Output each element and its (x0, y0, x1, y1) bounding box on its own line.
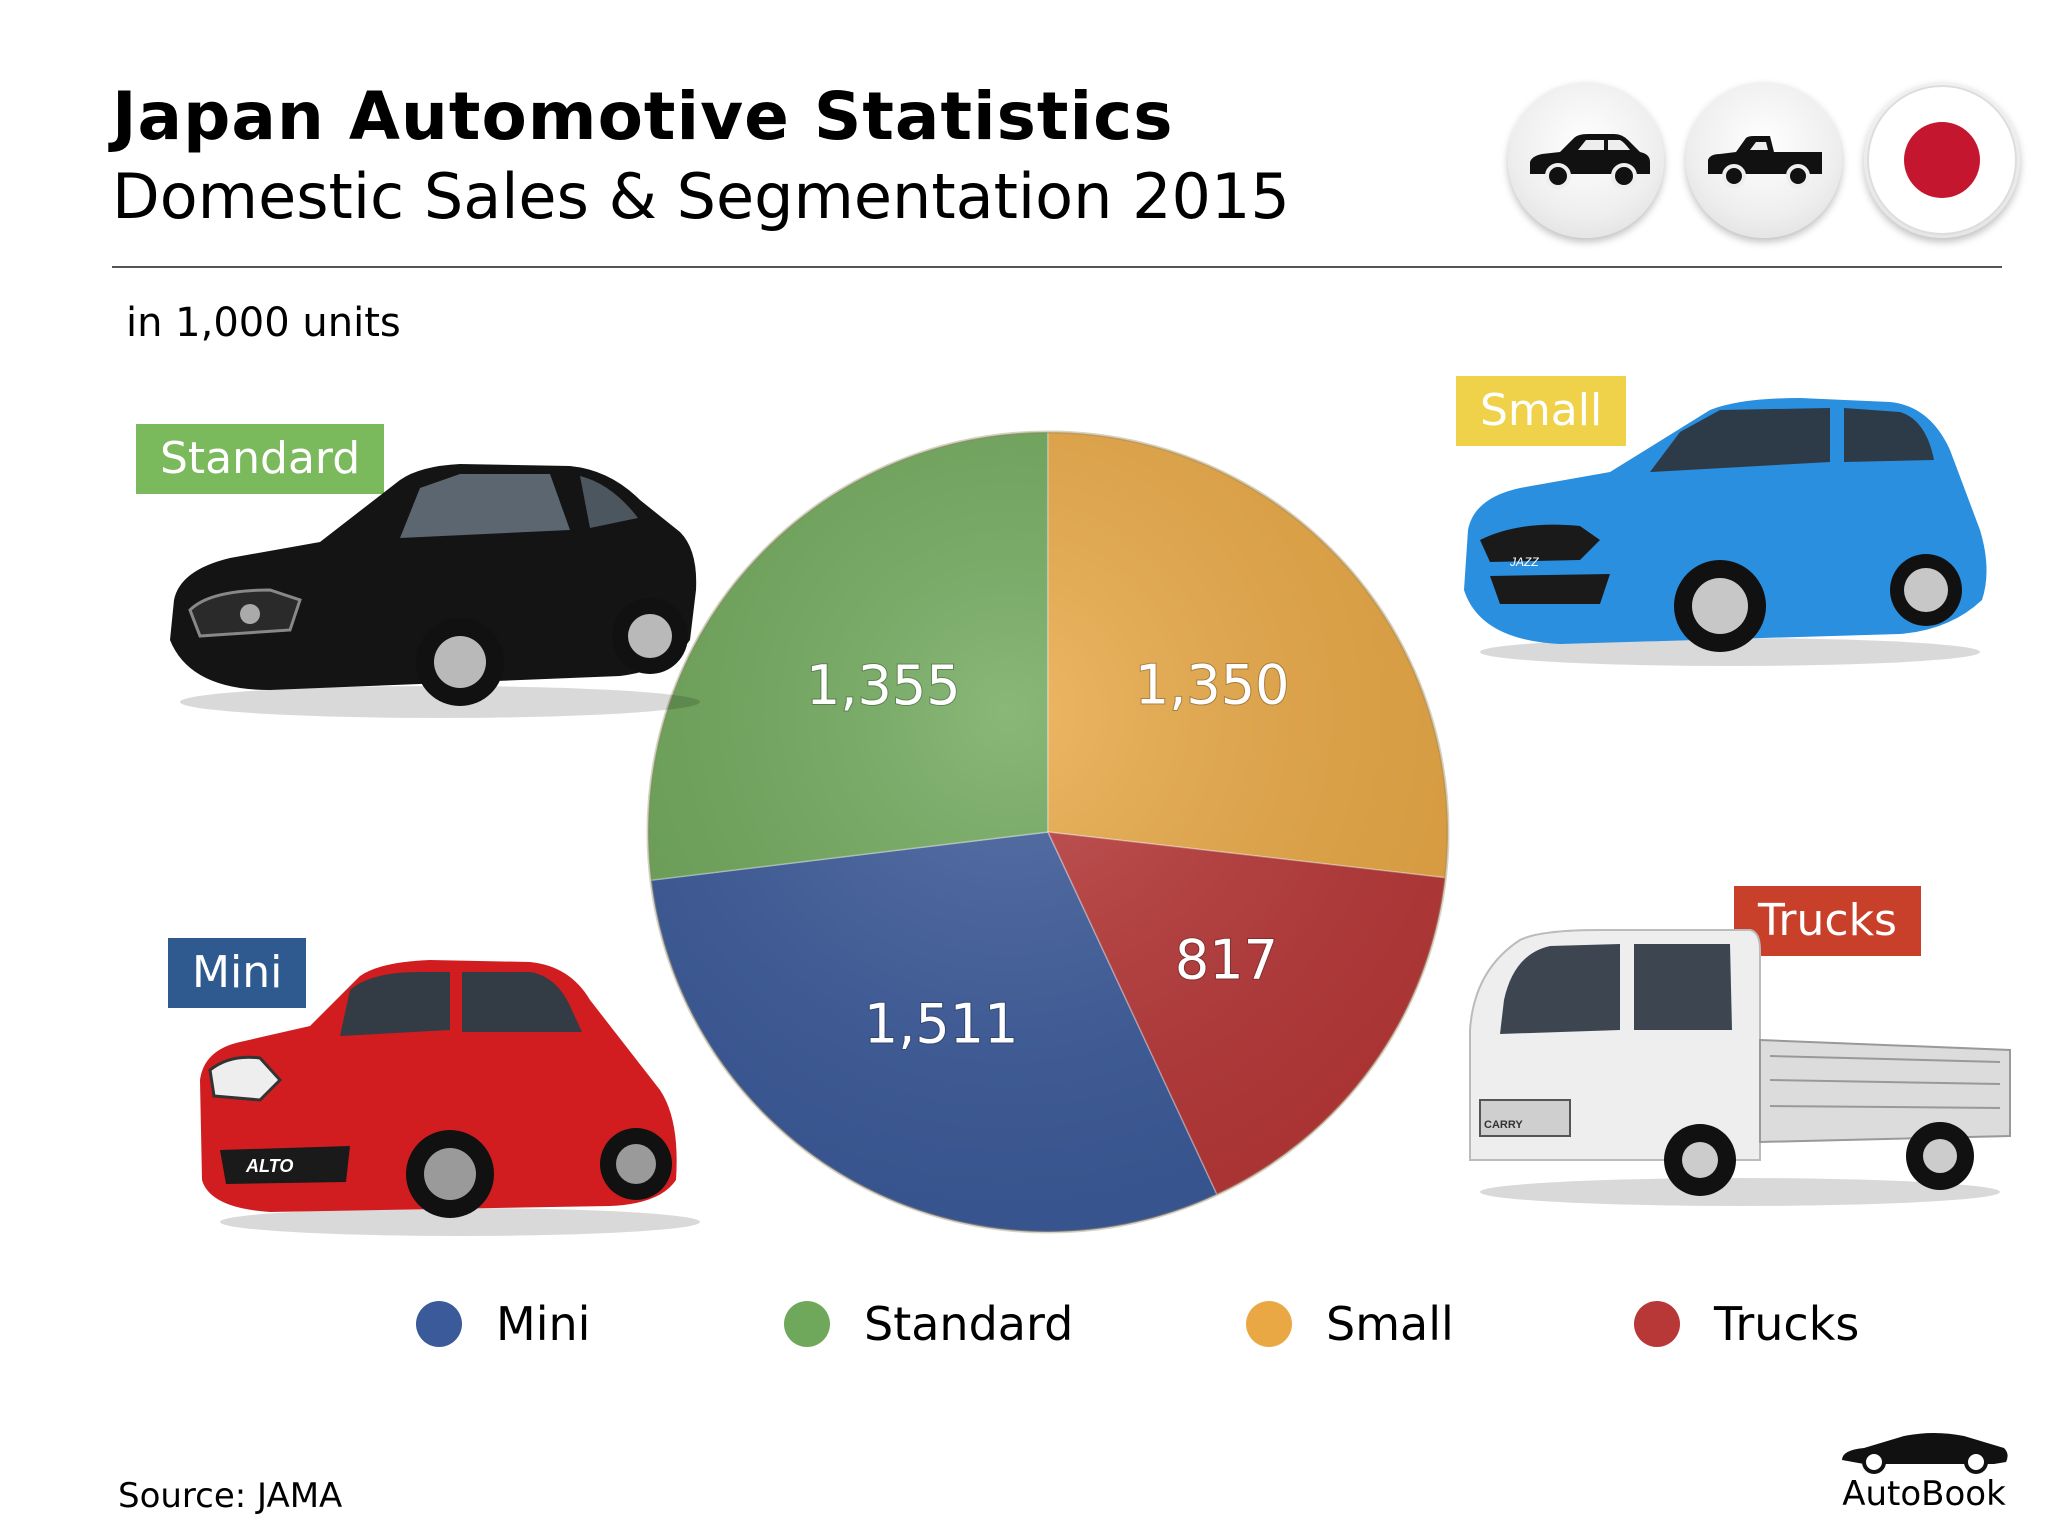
sedan-badge (1508, 82, 1664, 238)
pie-shading (646, 430, 1450, 1234)
japan-flag-badge (1864, 82, 2020, 238)
legend-swatch-small (1246, 1301, 1292, 1347)
autobook-logo: AutoBook (1834, 1424, 2014, 1514)
legend-label-standard: Standard (864, 1297, 1074, 1351)
mini-car-image: ALTO (200, 960, 700, 1236)
page-subtitle: Domestic Sales & Segmentation 2015 (112, 160, 1290, 233)
legend-small: Small (1246, 1292, 1454, 1356)
header-divider (112, 266, 2002, 268)
legend-swatch-mini (416, 1301, 462, 1347)
trucks-tag: Trucks (1734, 886, 1921, 956)
standard-sedan-image (170, 464, 700, 718)
legend-mini: Mini (416, 1292, 590, 1356)
small-hatchback-image: JAZZ (1464, 398, 1987, 666)
legend-label-mini: Mini (496, 1297, 591, 1351)
units-note: in 1,000 units (126, 300, 401, 346)
small-model-badge: JAZZ (1509, 555, 1539, 569)
source-note: Source: JAMA (118, 1476, 343, 1516)
brand-name: AutoBook (1842, 1474, 2006, 1514)
page-title: Japan Automotive Statistics (112, 78, 1174, 155)
mini-model-badge: ALTO (245, 1156, 293, 1176)
kei-truck-image: CARRY (1469, 929, 2011, 1206)
pickup-badge (1686, 82, 1842, 238)
legend-standard: Standard (784, 1292, 1073, 1356)
legend-label-trucks: Trucks (1714, 1297, 1860, 1351)
pie-label-small: 1,350 (1135, 654, 1290, 717)
pie-label-trucks: 817 (1175, 929, 1278, 992)
mini-tag: Mini (168, 938, 307, 1008)
sports-car-icon (1842, 1433, 2008, 1474)
trucks-model-badge: CARRY (1484, 1119, 1523, 1131)
pie-label-standard: 1,355 (806, 654, 961, 717)
legend-label-small: Small (1326, 1297, 1454, 1351)
legend-trucks: Trucks (1634, 1292, 1859, 1356)
legend-swatch-standard (784, 1301, 830, 1347)
legend-swatch-trucks (1634, 1301, 1680, 1347)
sedan-icon (1530, 134, 1650, 189)
pie-label-mini: 1,511 (864, 992, 1019, 1055)
japan-flag-icon (1867, 85, 2017, 235)
small-tag: Small (1456, 376, 1627, 446)
standard-tag: Standard (136, 424, 385, 494)
pickup-icon (1708, 136, 1822, 188)
